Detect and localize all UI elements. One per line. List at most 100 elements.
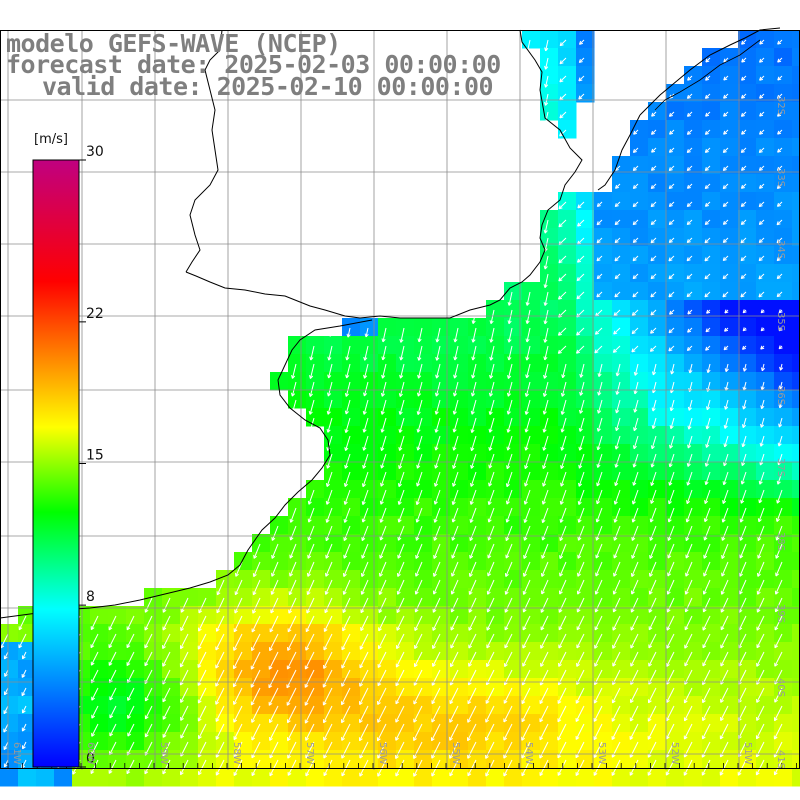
wind-speed-cell [486,570,505,589]
wind-speed-cell [90,606,109,625]
longitude-label: 59W [158,742,169,765]
wind-speed-cell [738,174,757,193]
wind-speed-cell [540,372,559,391]
latitude-label: 41S [775,750,786,769]
wind-speed-cell [720,192,739,211]
wind-speed-cell [666,462,685,481]
wind-speed-cell [306,516,325,535]
wind-speed-cell [576,444,595,463]
wind-speed-cell [648,516,667,535]
wind-speed-cell [360,516,379,535]
wind-speed-cell [486,534,505,553]
wind-speed-cell [522,498,541,517]
wind-speed-cell [306,408,325,427]
wind-speed-cell [720,138,739,157]
wind-speed-cell [414,372,433,391]
wind-speed-cell [0,678,19,697]
wind-speed-cell [702,138,721,157]
wind-speed-cell [414,354,433,373]
wind-speed-cell [378,318,397,337]
wind-speed-cell [342,390,361,409]
wind-speed-cell [792,498,800,517]
wind-speed-cell [684,174,703,193]
wind-speed-cell [576,318,595,337]
wind-speed-cell [630,516,649,535]
wind-speed-cell [630,426,649,445]
wind-speed-cell [630,264,649,283]
wind-speed-cell [720,570,739,589]
wind-speed-cell [630,390,649,409]
wind-speed-cell [450,552,469,571]
wind-speed-cell [414,552,433,571]
wind-speed-cell [450,318,469,337]
wind-speed-cell [378,498,397,517]
wind-speed-cell [540,354,559,373]
wind-speed-cell [648,210,667,229]
wind-speed-cell [792,714,800,733]
wind-speed-cell [324,534,343,553]
wind-speed-cell [774,426,793,445]
wind-speed-cell [666,264,685,283]
wind-speed-cell [486,372,505,391]
wind-speed-cell [792,246,800,265]
colorbar-gradient [33,160,79,767]
wind-speed-cell [378,552,397,571]
wind-speed-cell [540,444,559,463]
wind-speed-cell [792,66,800,85]
wind-speed-cell [648,534,667,553]
wind-speed-cell [432,354,451,373]
wind-speed-cell [738,318,757,337]
wind-speed-cell [468,534,487,553]
wind-speed-cell [576,516,595,535]
wind-speed-cell [414,570,433,589]
wind-speed-cell [792,408,800,427]
wind-speed-cell [792,210,800,229]
wind-speed-cell [414,318,433,337]
wind-speed-cell [720,66,739,85]
wind-speed-cell [306,498,325,517]
wind-speed-cell [540,552,559,571]
wind-speed-cell [756,30,775,49]
wind-speed-cell [666,246,685,265]
wind-speed-cell [540,570,559,589]
wind-speed-cell [396,354,415,373]
wind-speed-cell [738,552,757,571]
wind-speed-cell [774,354,793,373]
wind-speed-cell [612,246,631,265]
wind-speed-cell [756,120,775,139]
wind-speed-cell [612,570,631,589]
wind-speed-cell [270,570,289,589]
wind-speed-cell [738,390,757,409]
wind-speed-cell [486,318,505,337]
wind-speed-cell [324,498,343,517]
wind-speed-cell [774,480,793,499]
wind-speed-cell [576,336,595,355]
wind-speed-cell [360,390,379,409]
wind-speed-cell [594,552,613,571]
wind-speed-cell [288,534,307,553]
wind-speed-cell [756,264,775,283]
wind-speed-cell [792,768,800,787]
wind-speed-cell [576,372,595,391]
wind-speed-cell [360,444,379,463]
wind-speed-cell [792,318,800,337]
wind-speed-cell [486,336,505,355]
wind-speed-cell [648,552,667,571]
wind-speed-cell [756,534,775,553]
wind-speed-cell [342,480,361,499]
wind-speed-cell [576,66,595,85]
wind-speed-cell [522,462,541,481]
wind-speed-cell [558,498,577,517]
wind-speed-cell [702,264,721,283]
wind-speed-cell [666,102,685,121]
wind-speed-cell [774,138,793,157]
wind-speed-cell [558,408,577,427]
wind-speed-cell [666,552,685,571]
wind-speed-cell [342,426,361,445]
wind-speed-cell [738,408,757,427]
wind-speed-cell [576,534,595,553]
wind-speed-cell [738,282,757,301]
wind-speed-cell [756,408,775,427]
latitude-label: 32S [775,96,786,115]
wind-speed-cell [738,138,757,157]
